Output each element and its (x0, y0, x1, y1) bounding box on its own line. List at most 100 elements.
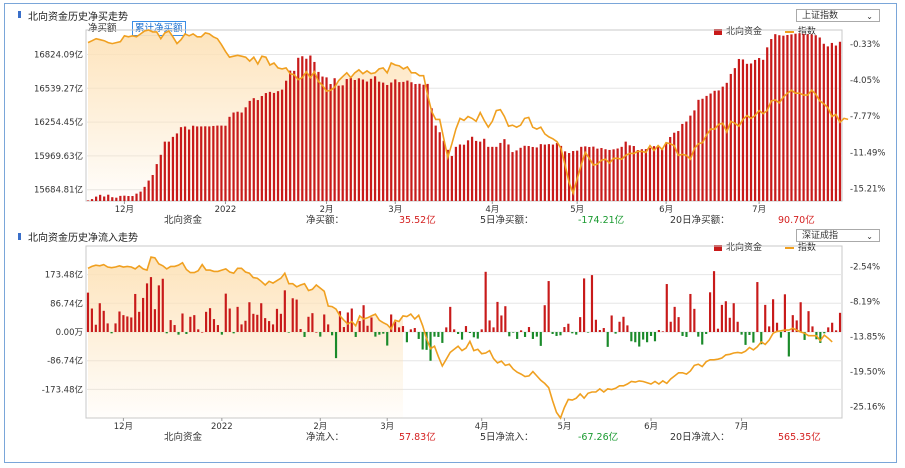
net-inflow-chart: 173.48亿 86.74亿 0.00万 -86.74亿 -173.48亿 -2.54% -… (42, 245, 885, 432)
bar (212, 319, 216, 332)
bar (770, 39, 773, 201)
bar (192, 125, 195, 201)
bar (264, 318, 267, 332)
index-selector[interactable]: 上证指数 ⌄ (796, 9, 880, 22)
bar (236, 306, 239, 332)
bar (616, 148, 619, 201)
bar (626, 325, 629, 332)
bar (748, 332, 751, 335)
panel-title: 北向资金历史净买走势 (28, 12, 128, 23)
bar (406, 80, 409, 201)
bar (417, 332, 420, 339)
y2-tick-label: -0.33% (850, 40, 880, 50)
bar (240, 324, 243, 332)
bar (590, 275, 594, 332)
bar (766, 47, 769, 202)
index-area (88, 257, 403, 418)
bar (535, 147, 538, 201)
bar (507, 144, 510, 201)
bar (159, 154, 162, 201)
bar (606, 332, 609, 347)
bar (346, 312, 349, 332)
bar (644, 149, 648, 201)
bar (397, 327, 401, 332)
bar (492, 327, 495, 332)
bar (495, 146, 498, 201)
bar (539, 332, 542, 346)
bar (317, 71, 320, 201)
stats-net-inflow-value: 57.83亿 (399, 432, 436, 443)
bar (373, 76, 377, 201)
stats-5day-value: -174.21亿 (578, 215, 625, 226)
bar (568, 153, 571, 201)
bar (390, 314, 393, 332)
x-tick-label: 2月 (313, 422, 327, 432)
x-tick-label: 6月 (644, 422, 658, 432)
bar (519, 147, 522, 201)
bar (476, 332, 479, 339)
bar (354, 332, 357, 337)
bar (224, 125, 227, 201)
bar (705, 332, 708, 334)
bar (834, 45, 838, 202)
bar (196, 126, 199, 201)
y-tick-label: 16824.09亿 (34, 49, 83, 60)
bar (677, 317, 680, 332)
bar (106, 323, 109, 332)
tab-net-buy[interactable]: 净买额 (88, 23, 117, 34)
stats-20day-value: 565.35亿 (778, 432, 821, 443)
index-selector-value: 深证成指 (802, 231, 839, 241)
bar (516, 332, 519, 339)
bar (470, 136, 474, 201)
bar (228, 116, 231, 201)
bar (264, 93, 268, 201)
bar (799, 302, 802, 332)
bar (716, 328, 720, 332)
bar (142, 297, 145, 332)
bar (185, 332, 188, 334)
index-line (87, 29, 849, 196)
bar (216, 325, 219, 332)
bar (464, 326, 468, 332)
bar (693, 110, 696, 201)
bar (454, 146, 458, 201)
bar (99, 194, 102, 201)
bar (268, 321, 271, 332)
bar (197, 329, 200, 332)
bar (818, 37, 821, 202)
bar (90, 308, 93, 332)
bar (357, 78, 360, 201)
bar (421, 332, 424, 350)
bar (171, 136, 175, 202)
bar (724, 301, 727, 332)
legend-line-swatch (784, 30, 794, 33)
bar (201, 332, 204, 333)
bar (123, 195, 126, 201)
index-selector-value: 上证指数 (802, 11, 839, 21)
bar (622, 316, 625, 332)
y2-tick-label: -7.77% (850, 112, 880, 122)
bar (487, 146, 490, 201)
bar (370, 317, 373, 332)
x-tick-label: 12月 (115, 205, 134, 215)
bar (401, 326, 405, 332)
bar (244, 320, 247, 332)
bar (394, 321, 397, 332)
bar (721, 86, 724, 201)
bar (260, 303, 263, 332)
y2-tick-label: -19.50% (850, 368, 885, 378)
bar (602, 328, 605, 332)
index-selector[interactable]: 深证成指 ⌄ (796, 229, 880, 242)
bar (102, 310, 105, 332)
bar (409, 329, 412, 332)
bar (329, 84, 332, 201)
bar (315, 332, 318, 333)
legend-bar-label: 北向资金 (726, 27, 763, 37)
bar (563, 327, 566, 332)
stats-row: 北向资金 净流入： 57.83亿 5日净流入： -67.26亿 20日净流入： … (6, 429, 896, 443)
bar (728, 317, 731, 332)
bar (333, 78, 336, 201)
bar (220, 332, 223, 335)
bar (669, 136, 672, 201)
bar (248, 100, 251, 201)
